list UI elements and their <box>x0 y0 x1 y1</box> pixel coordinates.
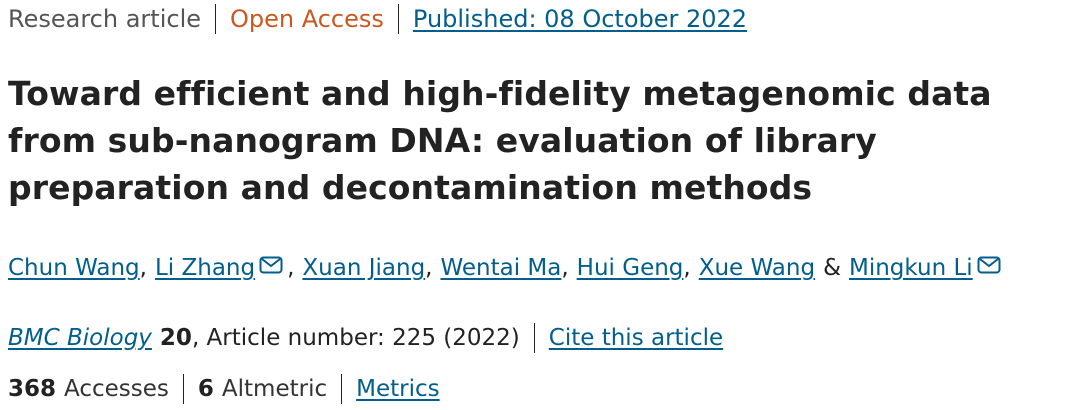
comma: , <box>287 255 295 281</box>
author-link[interactable]: Xuan Jiang <box>302 255 426 281</box>
separator <box>215 4 216 34</box>
accesses-label: Accesses <box>64 376 169 402</box>
envelope-icon[interactable] <box>977 256 1001 274</box>
open-access-label: Open Access <box>230 5 384 33</box>
separator <box>341 374 343 404</box>
comma: , <box>425 255 433 281</box>
comma: , <box>683 255 691 281</box>
article-number: , Article number: 225 (2022) <box>191 325 520 351</box>
metrics-link[interactable]: Metrics <box>356 376 440 402</box>
separator <box>182 374 184 404</box>
author-link[interactable]: Xue Wang <box>698 255 816 281</box>
accesses-count: 368 <box>8 376 57 402</box>
article-type: Research article <box>8 5 201 33</box>
author-list: Chun Wang, Li Zhang , Xuan Jiang, Wentai… <box>8 251 1005 285</box>
journal-link[interactable]: BMC Biology <box>8 325 152 351</box>
altmetric-count: 6 <box>197 376 214 402</box>
published-date-link[interactable]: Published: 08 October 2022 <box>412 5 748 33</box>
article-title: Toward efficient and high-fidelity metag… <box>8 74 992 207</box>
author-link[interactable]: Mingkun Li <box>849 255 973 281</box>
comma: , <box>139 255 147 281</box>
author-link[interactable]: Chun Wang <box>8 255 140 281</box>
ampersand: & <box>823 255 841 281</box>
cite-article-link[interactable]: Cite this article <box>548 325 724 351</box>
citation-line: BMC Biology 20 , Article number: 225 (20… <box>8 322 723 354</box>
author-link[interactable]: Hui Geng <box>576 255 684 281</box>
author-link[interactable]: Li Zhang <box>154 255 256 281</box>
article-meta: Research article Open Access Published: … <box>8 4 747 34</box>
comma: , <box>561 255 569 281</box>
volume: 20 <box>159 325 192 351</box>
separator <box>533 323 535 353</box>
author-link[interactable]: Wentai Ma <box>440 255 562 281</box>
envelope-icon[interactable] <box>259 256 283 274</box>
separator <box>397 4 399 34</box>
altmetric-label: Altmetric <box>221 376 328 402</box>
metrics-line: 368 Accesses 6 Altmetric Metrics <box>8 373 440 405</box>
